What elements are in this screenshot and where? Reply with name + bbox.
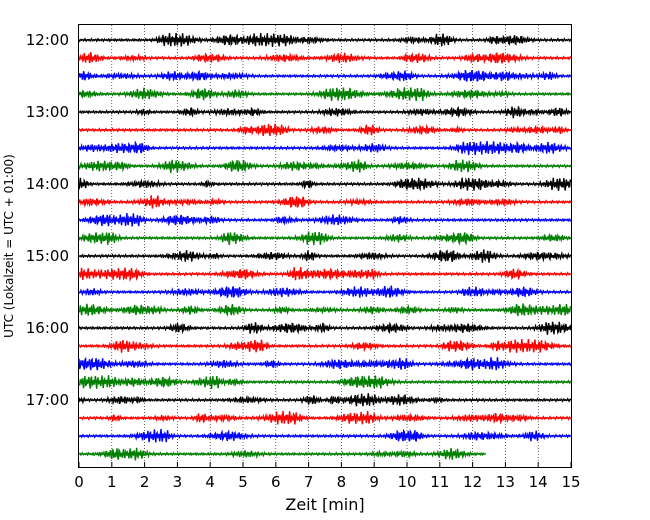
trace-line bbox=[78, 32, 572, 47]
x-tick-label: 14 bbox=[529, 473, 548, 491]
y-tick-label: 17:00 bbox=[26, 391, 69, 409]
x-tick-label: 13 bbox=[496, 473, 515, 491]
y-axis-label: UTC (Lokalzeit = UTC + 01:00) bbox=[2, 154, 16, 338]
x-tick-label: 1 bbox=[107, 473, 117, 491]
x-axis-label: Zeit [min] bbox=[285, 495, 364, 514]
y-tick-label: 16:00 bbox=[26, 319, 69, 337]
trace-line bbox=[78, 411, 572, 425]
x-tick-label: 10 bbox=[397, 473, 416, 491]
seismic-traces bbox=[78, 32, 572, 461]
trace-line bbox=[78, 356, 572, 371]
y-axis-ticks: 12:00 13:00 14:00 15:00 16:00 17:00 bbox=[26, 31, 84, 409]
trace-line bbox=[78, 195, 572, 209]
x-tick-label: 12 bbox=[463, 473, 482, 491]
trace-line bbox=[78, 267, 572, 282]
trace-line bbox=[78, 393, 572, 407]
trace-line bbox=[78, 177, 572, 192]
plot-frame bbox=[78, 24, 572, 468]
trace-line bbox=[78, 249, 572, 263]
x-tick-label: 3 bbox=[173, 473, 183, 491]
x-tick-label: 9 bbox=[369, 473, 379, 491]
trace-line bbox=[78, 303, 572, 317]
x-tick-label: 7 bbox=[304, 473, 314, 491]
trace-line bbox=[78, 123, 572, 137]
trace-line bbox=[78, 159, 572, 173]
trace-line bbox=[78, 375, 572, 389]
plot-area: 0 1 2 3 4 5 6 7 8 9 10 11 12 13 14 15 12:0013:0014:0015… bbox=[26, 24, 581, 491]
x-tick-label: 2 bbox=[140, 473, 150, 491]
x-tick-label: 11 bbox=[430, 473, 449, 491]
trace-line bbox=[78, 285, 572, 299]
y-tick-label: 15:00 bbox=[26, 247, 69, 265]
trace-line bbox=[78, 140, 572, 156]
y-tick-label: 14:00 bbox=[26, 175, 69, 193]
x-tick-label: 8 bbox=[337, 473, 347, 491]
x-tick-label: 0 bbox=[74, 473, 84, 491]
trace-line bbox=[78, 231, 572, 246]
trace-line bbox=[78, 428, 572, 443]
trace-line bbox=[78, 51, 572, 65]
trace-line bbox=[78, 105, 571, 119]
y-tick-label: 13:00 bbox=[26, 103, 69, 121]
x-axis-ticks: 0 1 2 3 4 5 6 7 8 9 10 11 12 13 14 15 bbox=[74, 462, 581, 491]
trace-line bbox=[78, 447, 487, 461]
trace-line bbox=[78, 87, 572, 102]
x-tick-label: 6 bbox=[271, 473, 281, 491]
trace-line bbox=[78, 321, 572, 335]
trace-line bbox=[78, 69, 572, 82]
x-tick-label: 15 bbox=[561, 473, 580, 491]
trace-line bbox=[78, 213, 572, 227]
x-tick-label: 4 bbox=[205, 473, 215, 491]
x-tick-label: 5 bbox=[238, 473, 248, 491]
y-tick-label: 12:00 bbox=[26, 31, 69, 49]
trace-line bbox=[78, 339, 572, 353]
